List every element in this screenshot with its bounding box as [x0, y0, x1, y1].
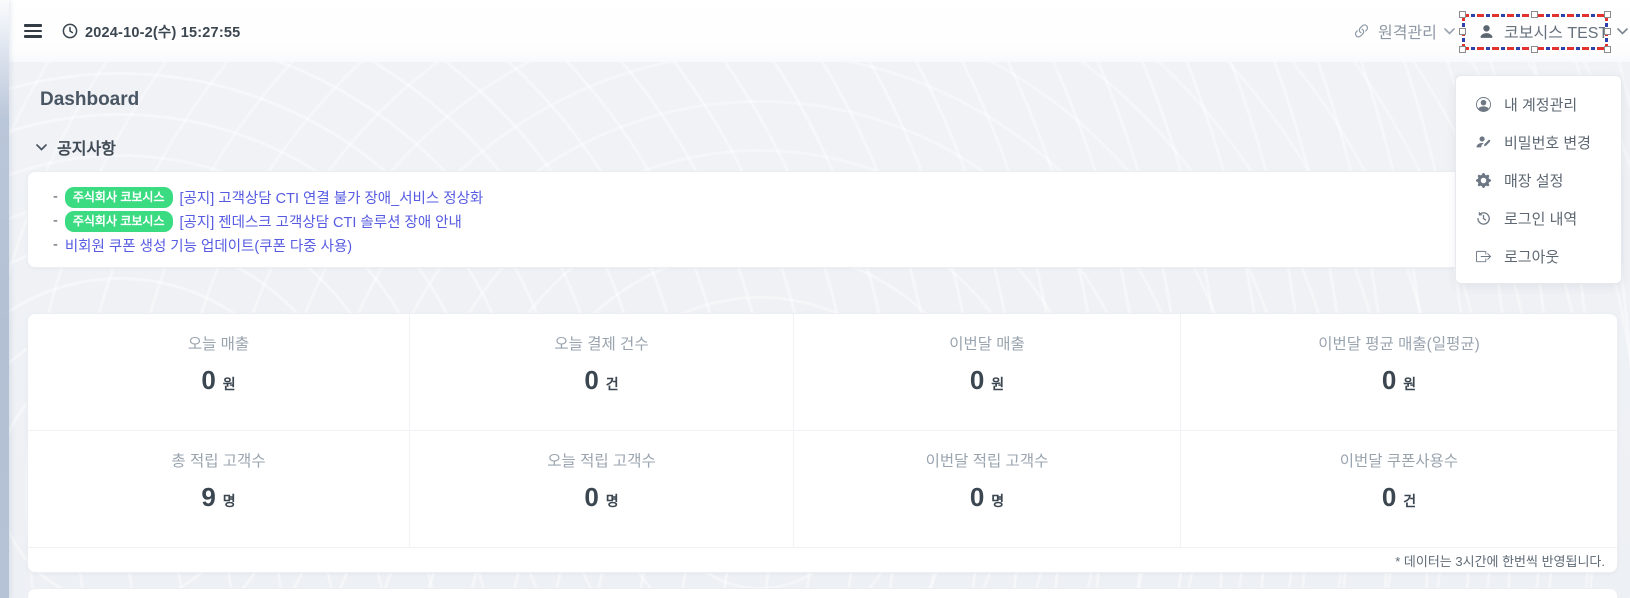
remote-management-dropdown[interactable]: 원격관리 [1352, 0, 1455, 62]
left-scrollbar[interactable] [0, 0, 9, 598]
hamburger-menu-button[interactable] [24, 24, 42, 38]
clock-icon [62, 23, 78, 39]
user-name-label: 코보시스 TEST [1504, 25, 1609, 42]
gear-icon [1476, 172, 1491, 188]
company-badge: 주식회사 코보시스 [64, 210, 173, 232]
current-time: 2024-10-2(수) 15:27:55 [62, 0, 240, 62]
menu-item-label: 비밀번호 변경 [1504, 134, 1591, 152]
notice-link[interactable]: 비회원 쿠폰 생성 기능 업데이트(쿠폰 다중 사용) [64, 238, 353, 255]
top-bar: 2024-10-2(수) 15:27:55 원격관리 코보시스 TEST [0, 0, 1630, 62]
chevron-down-icon [36, 143, 47, 151]
stat-value: 0 [969, 365, 985, 395]
stat-unit: 원 [222, 376, 236, 392]
stat-value: 0 [584, 482, 599, 512]
notice-section-header[interactable]: 공지사항 [36, 135, 116, 159]
menu-item-my-account[interactable]: 내 계정관리 [1456, 85, 1621, 123]
menu-item-label: 내 계정관리 [1504, 96, 1578, 114]
notice-item: - 주식회사 코보시스 [공지] 고객상담 CTI 연결 불가 장애_서비스 정… [53, 185, 1621, 209]
stat-unit: 명 [222, 493, 236, 509]
notice-card: - 주식회사 코보시스 [공지] 고객상담 CTI 연결 불가 장애_서비스 정… [27, 171, 1622, 268]
stat-value: 9 [201, 482, 216, 512]
stat-unit: 명 [605, 493, 619, 509]
menu-item-logout[interactable]: 로그아웃 [1456, 237, 1621, 275]
menu-item-label: 로그아웃 [1504, 248, 1560, 266]
stat-unit: 원 [1403, 376, 1417, 392]
notice-item: - 비회원 쿠폰 생성 기능 업데이트(쿠폰 다중 사용) [53, 233, 1621, 257]
menu-item-change-password[interactable]: 비밀번호 변경 [1456, 123, 1621, 161]
history-icon [1476, 211, 1491, 226]
logout-icon [1476, 249, 1491, 264]
time-text: 2024-10-2(수) 15:27:55 [85, 24, 241, 41]
data-refresh-note: * 데이터는 3시간에 한번씩 반영됩니다. [1395, 554, 1605, 569]
user-icon [1478, 23, 1495, 40]
user-account-dropdown[interactable]: 코보시스 TEST [1478, 0, 1629, 62]
menu-item-login-history[interactable]: 로그인 내역 [1456, 199, 1621, 237]
stat-unit: 건 [605, 376, 619, 392]
chevron-down-icon [1444, 27, 1455, 35]
user-edit-icon [1476, 135, 1491, 150]
company-badge: 주식회사 코보시스 [64, 186, 173, 208]
notice-link[interactable]: [공지] 젠데스크 고객상담 CTI 솔루션 장애 안내 [179, 214, 462, 231]
remote-management-label: 원격관리 [1378, 25, 1437, 42]
notice-section-title: 공지사항 [57, 141, 116, 158]
stat-value: 0 [1381, 482, 1397, 512]
user-circle-icon [1476, 96, 1491, 112]
link-icon [1352, 22, 1371, 41]
page-title: Dashboard [40, 89, 140, 110]
stat-value: 0 [1381, 365, 1397, 395]
stat-unit: 건 [1403, 493, 1417, 509]
notice-item: - 주식회사 코보시스 [공지] 젠데스크 고객상담 CTI 솔루션 장애 안내 [53, 209, 1621, 233]
stat-unit: 명 [991, 493, 1005, 509]
menu-item-label: 로그인 내역 [1504, 210, 1578, 228]
stat-value: 0 [969, 482, 985, 512]
stat-value: 0 [584, 365, 599, 395]
stat-value: 0 [201, 365, 216, 395]
user-dropdown-menu: 내 계정관리 비밀번호 변경 매장 설정 로그인 내역 [1455, 75, 1622, 284]
next-section-card [27, 588, 1618, 598]
menu-item-label: 매장 설정 [1504, 172, 1564, 190]
chevron-down-icon [1617, 27, 1629, 35]
footnote-strip: * 데이터는 3시간에 한번씩 반영됩니다. [28, 548, 1617, 572]
menu-item-store-settings[interactable]: 매장 설정 [1456, 161, 1621, 199]
stat-unit: 원 [991, 376, 1005, 392]
notice-link[interactable]: [공지] 고객상담 CTI 연결 불가 장애_서비스 정상화 [179, 190, 484, 207]
